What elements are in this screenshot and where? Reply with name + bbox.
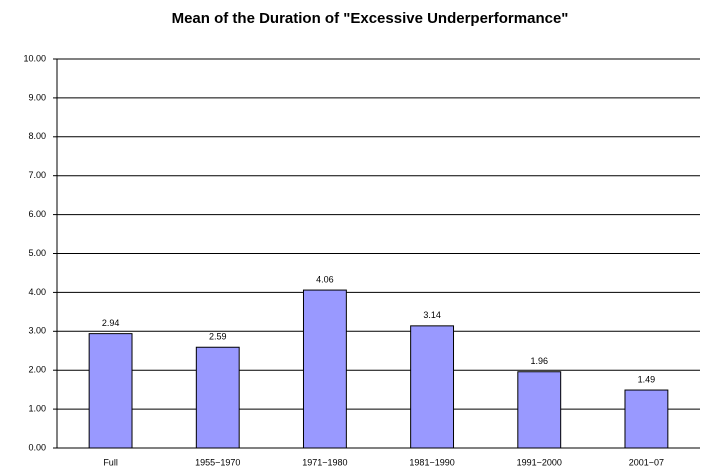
bar bbox=[410, 325, 455, 449]
x-tick-label: 1971−1980 bbox=[302, 457, 347, 467]
y-tick-label: 7.00 bbox=[28, 170, 46, 180]
y-tick-label: 6.00 bbox=[28, 209, 46, 219]
data-label: 1.49 bbox=[638, 374, 656, 384]
data-label: 4.06 bbox=[316, 274, 334, 284]
x-tick-label: 1981−1990 bbox=[409, 457, 454, 467]
bar bbox=[195, 346, 240, 449]
bar bbox=[302, 289, 347, 449]
y-tick-label: 9.00 bbox=[28, 92, 46, 102]
data-label: 1.96 bbox=[530, 356, 548, 366]
y-tick-label: 3.00 bbox=[28, 326, 46, 336]
y-tick-label: 8.00 bbox=[28, 131, 46, 141]
x-tick-label: 1955−1970 bbox=[195, 457, 240, 467]
bar bbox=[624, 389, 669, 449]
y-tick-label: 10.00 bbox=[23, 53, 46, 63]
x-tick-label: 2001−07 bbox=[629, 457, 664, 467]
bar bbox=[88, 333, 133, 449]
data-label: 2.59 bbox=[209, 332, 227, 342]
data-label: 2.94 bbox=[102, 318, 120, 328]
y-tick-label: 1.00 bbox=[28, 403, 46, 413]
bar bbox=[517, 371, 562, 449]
x-tick-label: Full bbox=[103, 457, 118, 467]
y-tick-label: 5.00 bbox=[28, 248, 46, 258]
chart-title: Mean of the Duration of "Excessive Under… bbox=[172, 10, 569, 27]
y-tick-label: 2.00 bbox=[28, 365, 46, 375]
data-label: 3.14 bbox=[423, 310, 441, 320]
y-tick-label: 4.00 bbox=[28, 287, 46, 297]
x-tick-label: 1991−2000 bbox=[517, 457, 562, 467]
y-tick-label: 0.00 bbox=[28, 442, 46, 452]
